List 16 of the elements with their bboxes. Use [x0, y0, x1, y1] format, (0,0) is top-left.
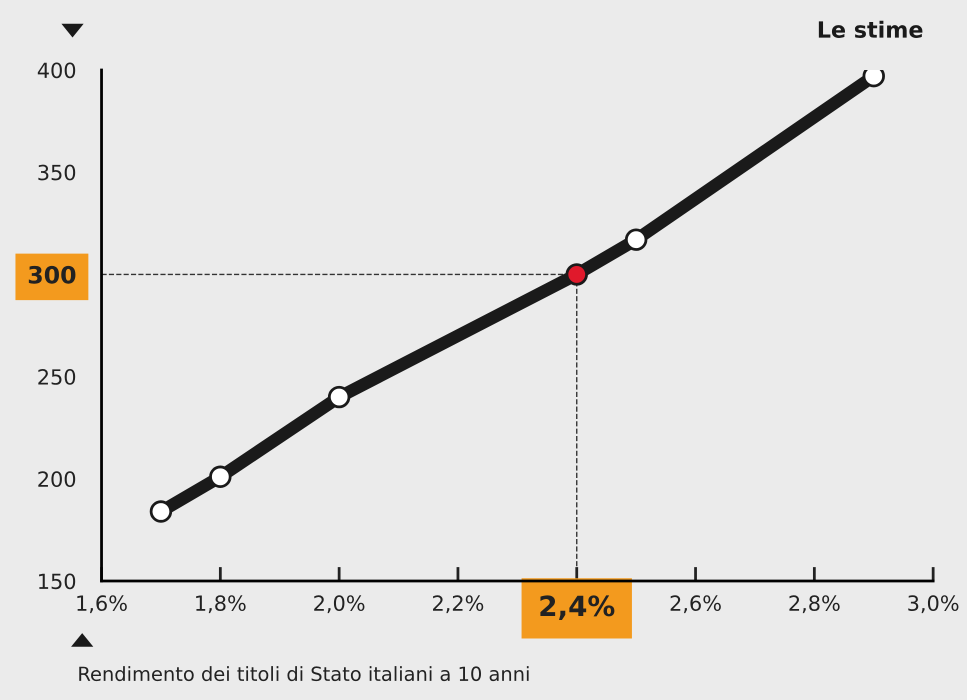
y-tick-label: 150: [39, 573, 76, 590]
x-tick-label: 1,6%: [77, 595, 127, 614]
chart-title: Le stime: [818, 20, 922, 38]
y-tick-label: 300: [28, 266, 76, 284]
x-tick-label: 3,0%: [908, 595, 958, 614]
x-tick-label: 2,4%: [540, 595, 614, 620]
x-tick-label: 2,8%: [789, 595, 840, 614]
x-axis-title: Rendimento dei titoli di Stato italiani a 10 anni: [79, 666, 529, 682]
x-tick-label: 2,2%: [433, 595, 484, 614]
y-tick-label: 250: [38, 369, 76, 385]
x-tick-label: 2,0%: [314, 595, 364, 614]
x-tick-label: 2,6%: [670, 595, 721, 614]
x-tick-label: 1,8%: [196, 595, 246, 614]
y-tick-label: 350: [38, 164, 76, 180]
y-tick-label: 200: [38, 471, 76, 488]
y-tick-label: 400: [38, 62, 76, 78]
